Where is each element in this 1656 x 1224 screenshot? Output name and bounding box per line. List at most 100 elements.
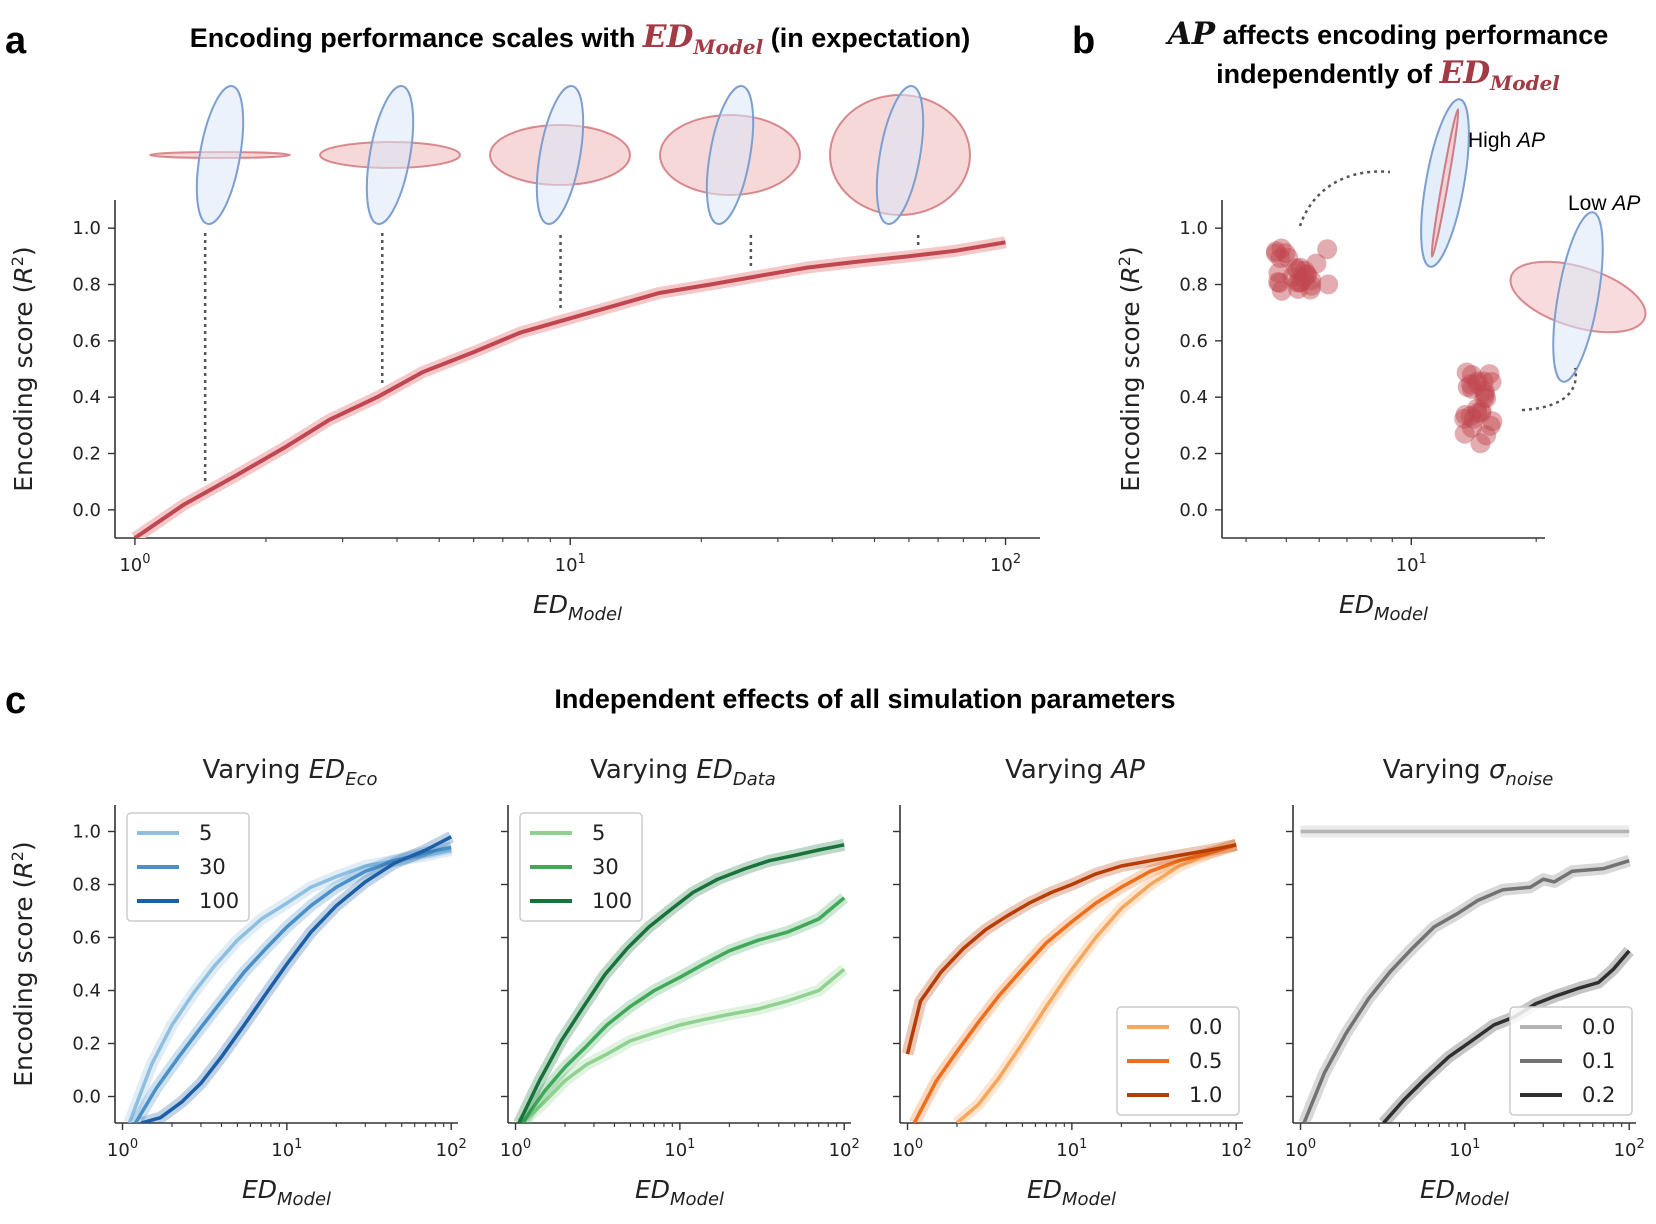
series-band (518, 964, 849, 1123)
scatter-point (1265, 243, 1286, 264)
panel-letter-b: b (1072, 20, 1095, 62)
subplot-title-noise: Varying σnoise (1383, 755, 1554, 790)
scatter-point (1462, 378, 1482, 399)
plot-a: 0.0 0.2 0.4 0.6 0.8 1.0 100 101 102 EDModel Encodi… (8, 200, 1040, 625)
legend: 5 30 100 (519, 812, 643, 922)
scatter-point (1455, 404, 1476, 425)
legend-label: 0.0 (1189, 1015, 1222, 1039)
y-tick-label: 0.8 (72, 875, 101, 896)
scatter-point (1467, 373, 1487, 394)
x-tick-label: 100 (107, 1137, 138, 1161)
scatter-point (1476, 388, 1497, 409)
legend-frame (126, 812, 250, 922)
scatter-point (1475, 384, 1495, 404)
scatter-point (1474, 387, 1495, 408)
y-tick-label: 0.6 (72, 928, 101, 949)
series-line (520, 896, 846, 1123)
y-axis-label: Encoding score (R2) (8, 246, 38, 491)
scatter-point (1270, 248, 1291, 269)
scatter-point (1460, 406, 1481, 427)
series-line (517, 843, 845, 1123)
scatter-point (1297, 264, 1318, 285)
scatter-point (1467, 398, 1487, 419)
y-tick-label: 0.0 (72, 500, 101, 521)
scatter-point (1282, 267, 1303, 288)
high-ap-label: High AP (1468, 129, 1545, 152)
y-axis-label: Encoding score (R2) (8, 841, 38, 1086)
scatter-point (1467, 371, 1488, 392)
scatter-point (1461, 417, 1482, 438)
scatter-point (1460, 374, 1481, 395)
y-tick-label: 0.0 (1179, 500, 1208, 521)
legend-label: 0.5 (1189, 1049, 1222, 1073)
y-tick-label: 1.0 (72, 822, 101, 843)
legend: 5 30 100 (126, 812, 250, 922)
scatter-point (1473, 371, 1494, 392)
scatter-point (1480, 415, 1501, 436)
x-tick-label: 100 (119, 552, 150, 576)
scatter-point (1456, 362, 1477, 383)
x-tick-label: 100 (1285, 1137, 1316, 1161)
x-axis-label: EDModel (1027, 1175, 1116, 1210)
blue-ellipse (705, 84, 755, 226)
scatter-point (1482, 411, 1503, 432)
x-axis-label: EDModel (1420, 1175, 1509, 1210)
scatter-point (1463, 408, 1484, 429)
x-tick-label: 101 (271, 1137, 302, 1161)
scatter-point (1294, 261, 1315, 281)
legend-frame (519, 812, 643, 922)
scatter-point (1271, 280, 1292, 301)
scatter-point (1290, 257, 1311, 278)
panel-letter-a: a (5, 20, 27, 62)
legend-label: 5 (199, 821, 212, 845)
series-line (140, 835, 453, 1123)
legend-label: 30 (199, 855, 226, 879)
x-tick-label: 101 (1396, 552, 1427, 576)
y-tick-label: 0.6 (72, 331, 101, 352)
y-tick-label: 1.0 (72, 218, 101, 239)
y-tick-label: 1.0 (1179, 218, 1208, 239)
series-line (1302, 859, 1630, 1123)
scatter-point (1481, 372, 1502, 392)
blue-ellipse (195, 84, 245, 226)
x-tick-label: 102 (1614, 1137, 1645, 1161)
y-tick-label: 0.2 (72, 1034, 101, 1055)
scatter-point (1275, 243, 1296, 264)
y-tick-label: 0.0 (72, 1087, 101, 1108)
scatter-point (1278, 247, 1299, 268)
high-ap-connector (1298, 170, 1391, 227)
high-ap-ellipse-illustration (1420, 98, 1470, 268)
scatter-point (1317, 239, 1338, 260)
scatter-point (1454, 423, 1475, 444)
scatter-point (1301, 275, 1322, 296)
scatter-point (1271, 238, 1292, 259)
y-tick-label: 0.8 (72, 275, 101, 296)
scatter-point (1471, 402, 1492, 423)
scatter-point (1286, 258, 1307, 279)
plot-c-noise: 100 101 102 EDModel 0.0 0.1 0.2 (1285, 805, 1645, 1210)
series-band (131, 236, 1007, 538)
x-tick-label: 101 (1449, 1137, 1480, 1161)
scatter-point (1454, 408, 1475, 429)
plot-c-ap: 100 101 102 EDModel 0.0 0.5 1.0 (892, 805, 1252, 1210)
x-tick-label: 102 (990, 552, 1021, 576)
scatter-point (1288, 278, 1309, 299)
panel-a-title: Encoding performance scales with EDModel… (190, 19, 970, 59)
scatter-point (1470, 433, 1491, 454)
legend-label: 100 (592, 889, 632, 913)
scatter-point (1266, 241, 1286, 262)
x-tick-label: 102 (1221, 1137, 1252, 1161)
blue-ellipse (875, 84, 925, 226)
low-ap-label: Low AP (1568, 192, 1640, 215)
x-tick-label: 101 (1056, 1137, 1087, 1161)
series-line (133, 240, 1006, 538)
subplot-title-eco: Varying EDEco (203, 755, 378, 790)
series-line (955, 843, 1237, 1123)
y-tick-label: 0.6 (1179, 331, 1208, 352)
x-tick-label: 102 (436, 1137, 467, 1161)
scatter-point (1467, 402, 1488, 423)
x-axis-label: EDModel (1339, 590, 1428, 625)
legend-frame (1509, 1006, 1633, 1116)
legend: 0.0 0.5 1.0 (1116, 1006, 1240, 1116)
